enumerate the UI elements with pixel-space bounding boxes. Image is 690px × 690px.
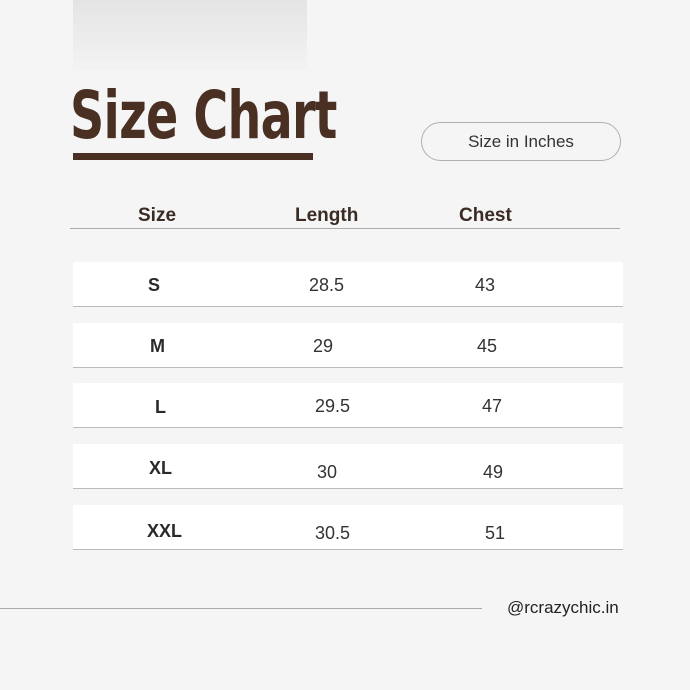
social-handle: @rcrazychic.in [507,598,619,617]
unit-label-pill: Size in Inches [421,122,621,161]
header-size: Size [138,205,177,226]
title-underline [73,153,313,160]
table-row: S 28.5 43 [73,262,623,307]
footer-divider [0,608,482,609]
table-row: XL 30 49 [73,444,623,489]
chest-cell: 43 [475,275,496,295]
length-cell: 30 [317,462,338,482]
size-cell: S [148,275,161,295]
chest-cell: 47 [482,396,503,416]
header-length: Length [295,205,359,226]
table-row: M 29 45 [73,323,623,368]
size-cell: L [155,397,166,417]
table-row: XXL 30.5 51 [73,505,623,550]
chest-cell: 51 [485,523,506,543]
chest-cell: 49 [483,462,504,482]
length-cell: 28.5 [309,275,345,295]
length-cell: 29.5 [315,396,351,416]
header-chest: Chest [459,205,512,226]
size-cell: XXL [147,521,183,541]
size-cell: M [150,336,165,356]
length-cell: 29 [313,336,334,356]
size-cell: XL [149,458,173,478]
page-title: Size Chart [70,77,337,154]
decorative-gradient-block [73,0,307,70]
header-divider [70,228,620,229]
length-cell: 30.5 [315,523,351,543]
table-row: L 29.5 47 [73,383,623,428]
chest-cell: 45 [477,336,498,356]
